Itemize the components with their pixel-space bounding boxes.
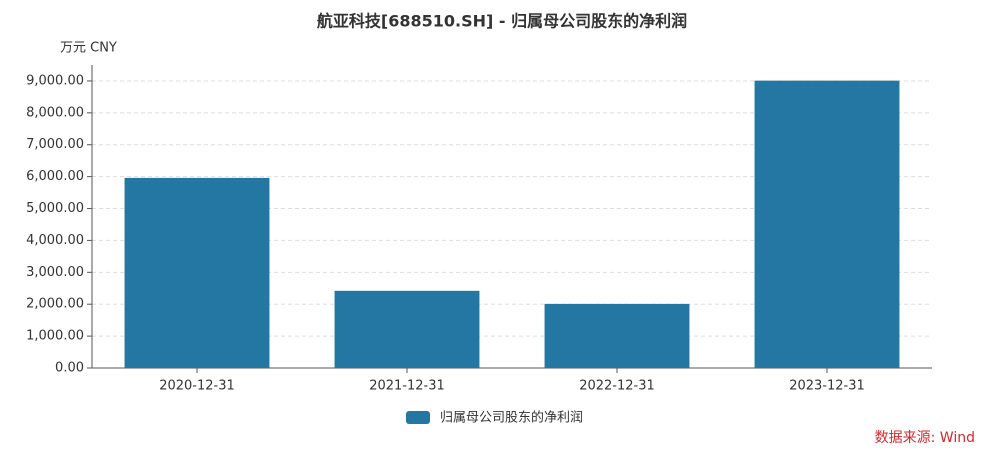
- y-tick-label: 1,000.00: [26, 329, 84, 344]
- bar: [124, 177, 270, 368]
- y-tick-label: 9,000.00: [26, 73, 84, 88]
- chart-title: 航亚科技[688510.SH] - 归属母公司股东的净利润: [317, 12, 687, 31]
- y-tick-label: 0.00: [55, 361, 84, 376]
- bar: [754, 80, 900, 368]
- x-tick-label: 2020-12-31: [159, 379, 235, 394]
- x-tick-label: 2022-12-31: [579, 379, 655, 394]
- legend-swatch: [406, 411, 430, 424]
- y-tick-label: 2,000.00: [26, 297, 84, 312]
- y-tick-label: 8,000.00: [26, 105, 84, 120]
- legend-label: 归属母公司股东的净利润: [440, 410, 583, 426]
- x-tick-label: 2023-12-31: [789, 379, 865, 394]
- x-tick-label: 2021-12-31: [369, 379, 445, 394]
- source: 数据来源: Wind: [875, 430, 975, 446]
- y-tick-label: 6,000.00: [26, 169, 84, 184]
- y-tick-label: 7,000.00: [26, 137, 84, 152]
- bar: [334, 290, 480, 368]
- y-tick-label: 3,000.00: [26, 265, 84, 280]
- bar: [544, 303, 690, 368]
- y-unit: 万元 CNY: [60, 41, 117, 56]
- y-tick-label: 5,000.00: [26, 201, 84, 216]
- y-tick-label: 4,000.00: [26, 233, 84, 248]
